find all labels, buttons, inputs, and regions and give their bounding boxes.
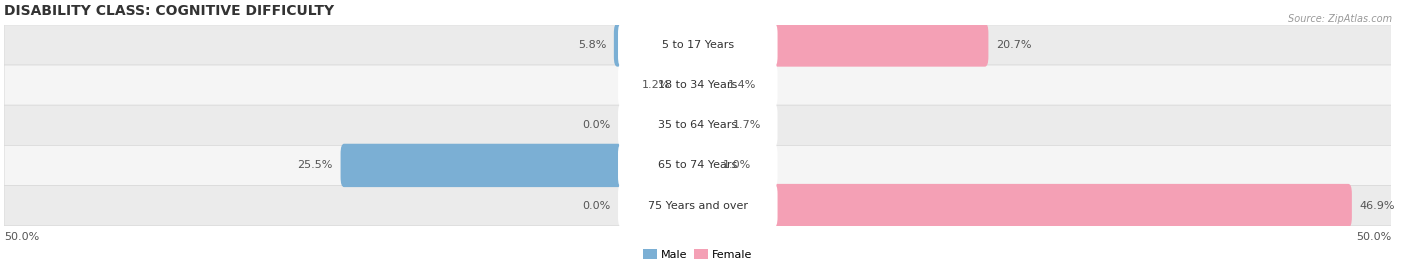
Text: 65 to 74 Years: 65 to 74 Years [658,160,737,170]
FancyBboxPatch shape [619,184,778,227]
Text: 50.0%: 50.0% [4,232,39,242]
Text: 35 to 64 Years: 35 to 64 Years [658,120,737,130]
FancyBboxPatch shape [4,25,1392,65]
Text: 5 to 17 Years: 5 to 17 Years [662,40,734,50]
Text: DISABILITY CLASS: COGNITIVE DIFFICULTY: DISABILITY CLASS: COGNITIVE DIFFICULTY [4,4,335,18]
Text: 50.0%: 50.0% [1357,232,1392,242]
FancyBboxPatch shape [614,23,702,67]
Text: 1.0%: 1.0% [723,160,751,170]
FancyBboxPatch shape [4,65,1392,105]
FancyBboxPatch shape [340,144,702,187]
FancyBboxPatch shape [619,23,778,67]
Text: Source: ZipAtlas.com: Source: ZipAtlas.com [1288,14,1392,23]
FancyBboxPatch shape [4,185,1392,226]
Text: 18 to 34 Years: 18 to 34 Years [658,80,737,90]
Legend: Male, Female: Male, Female [638,245,756,264]
Text: 0.0%: 0.0% [582,120,610,130]
FancyBboxPatch shape [619,63,778,107]
Text: 1.7%: 1.7% [733,120,761,130]
FancyBboxPatch shape [695,63,721,107]
FancyBboxPatch shape [695,144,716,187]
Text: 5.8%: 5.8% [578,40,606,50]
Text: 25.5%: 25.5% [298,160,333,170]
FancyBboxPatch shape [695,104,725,147]
Text: 1.2%: 1.2% [641,80,671,90]
FancyBboxPatch shape [695,23,988,67]
Text: 75 Years and over: 75 Years and over [648,201,748,211]
FancyBboxPatch shape [678,63,702,107]
Text: 46.9%: 46.9% [1360,201,1395,211]
Text: 20.7%: 20.7% [995,40,1032,50]
Text: 0.0%: 0.0% [582,201,610,211]
FancyBboxPatch shape [619,144,778,187]
FancyBboxPatch shape [619,104,778,147]
FancyBboxPatch shape [4,105,1392,145]
FancyBboxPatch shape [4,145,1392,185]
FancyBboxPatch shape [695,184,1351,227]
Text: 1.4%: 1.4% [728,80,756,90]
